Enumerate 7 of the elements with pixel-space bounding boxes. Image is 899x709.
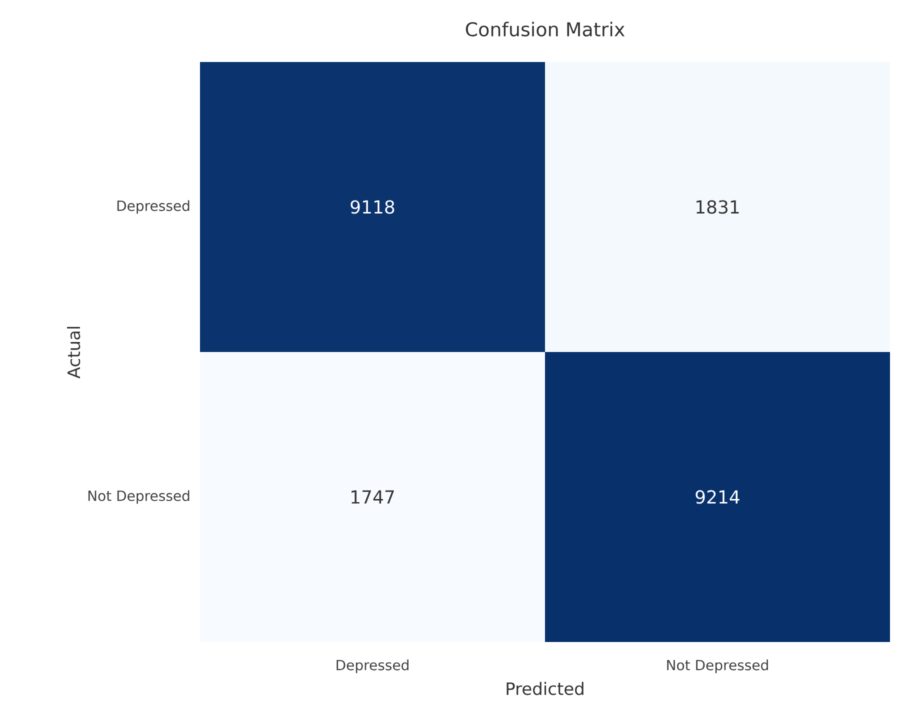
data-label: 9118	[350, 200, 394, 214]
x-axis-title: Predicted	[506, 682, 584, 696]
chart-title: Confusion Matrix	[466, 22, 625, 36]
data-label: 1831	[696, 200, 739, 214]
data-label: 1747	[352, 490, 394, 504]
data-label: 9214	[696, 490, 740, 504]
y-axis-title: Actual	[67, 326, 80, 378]
